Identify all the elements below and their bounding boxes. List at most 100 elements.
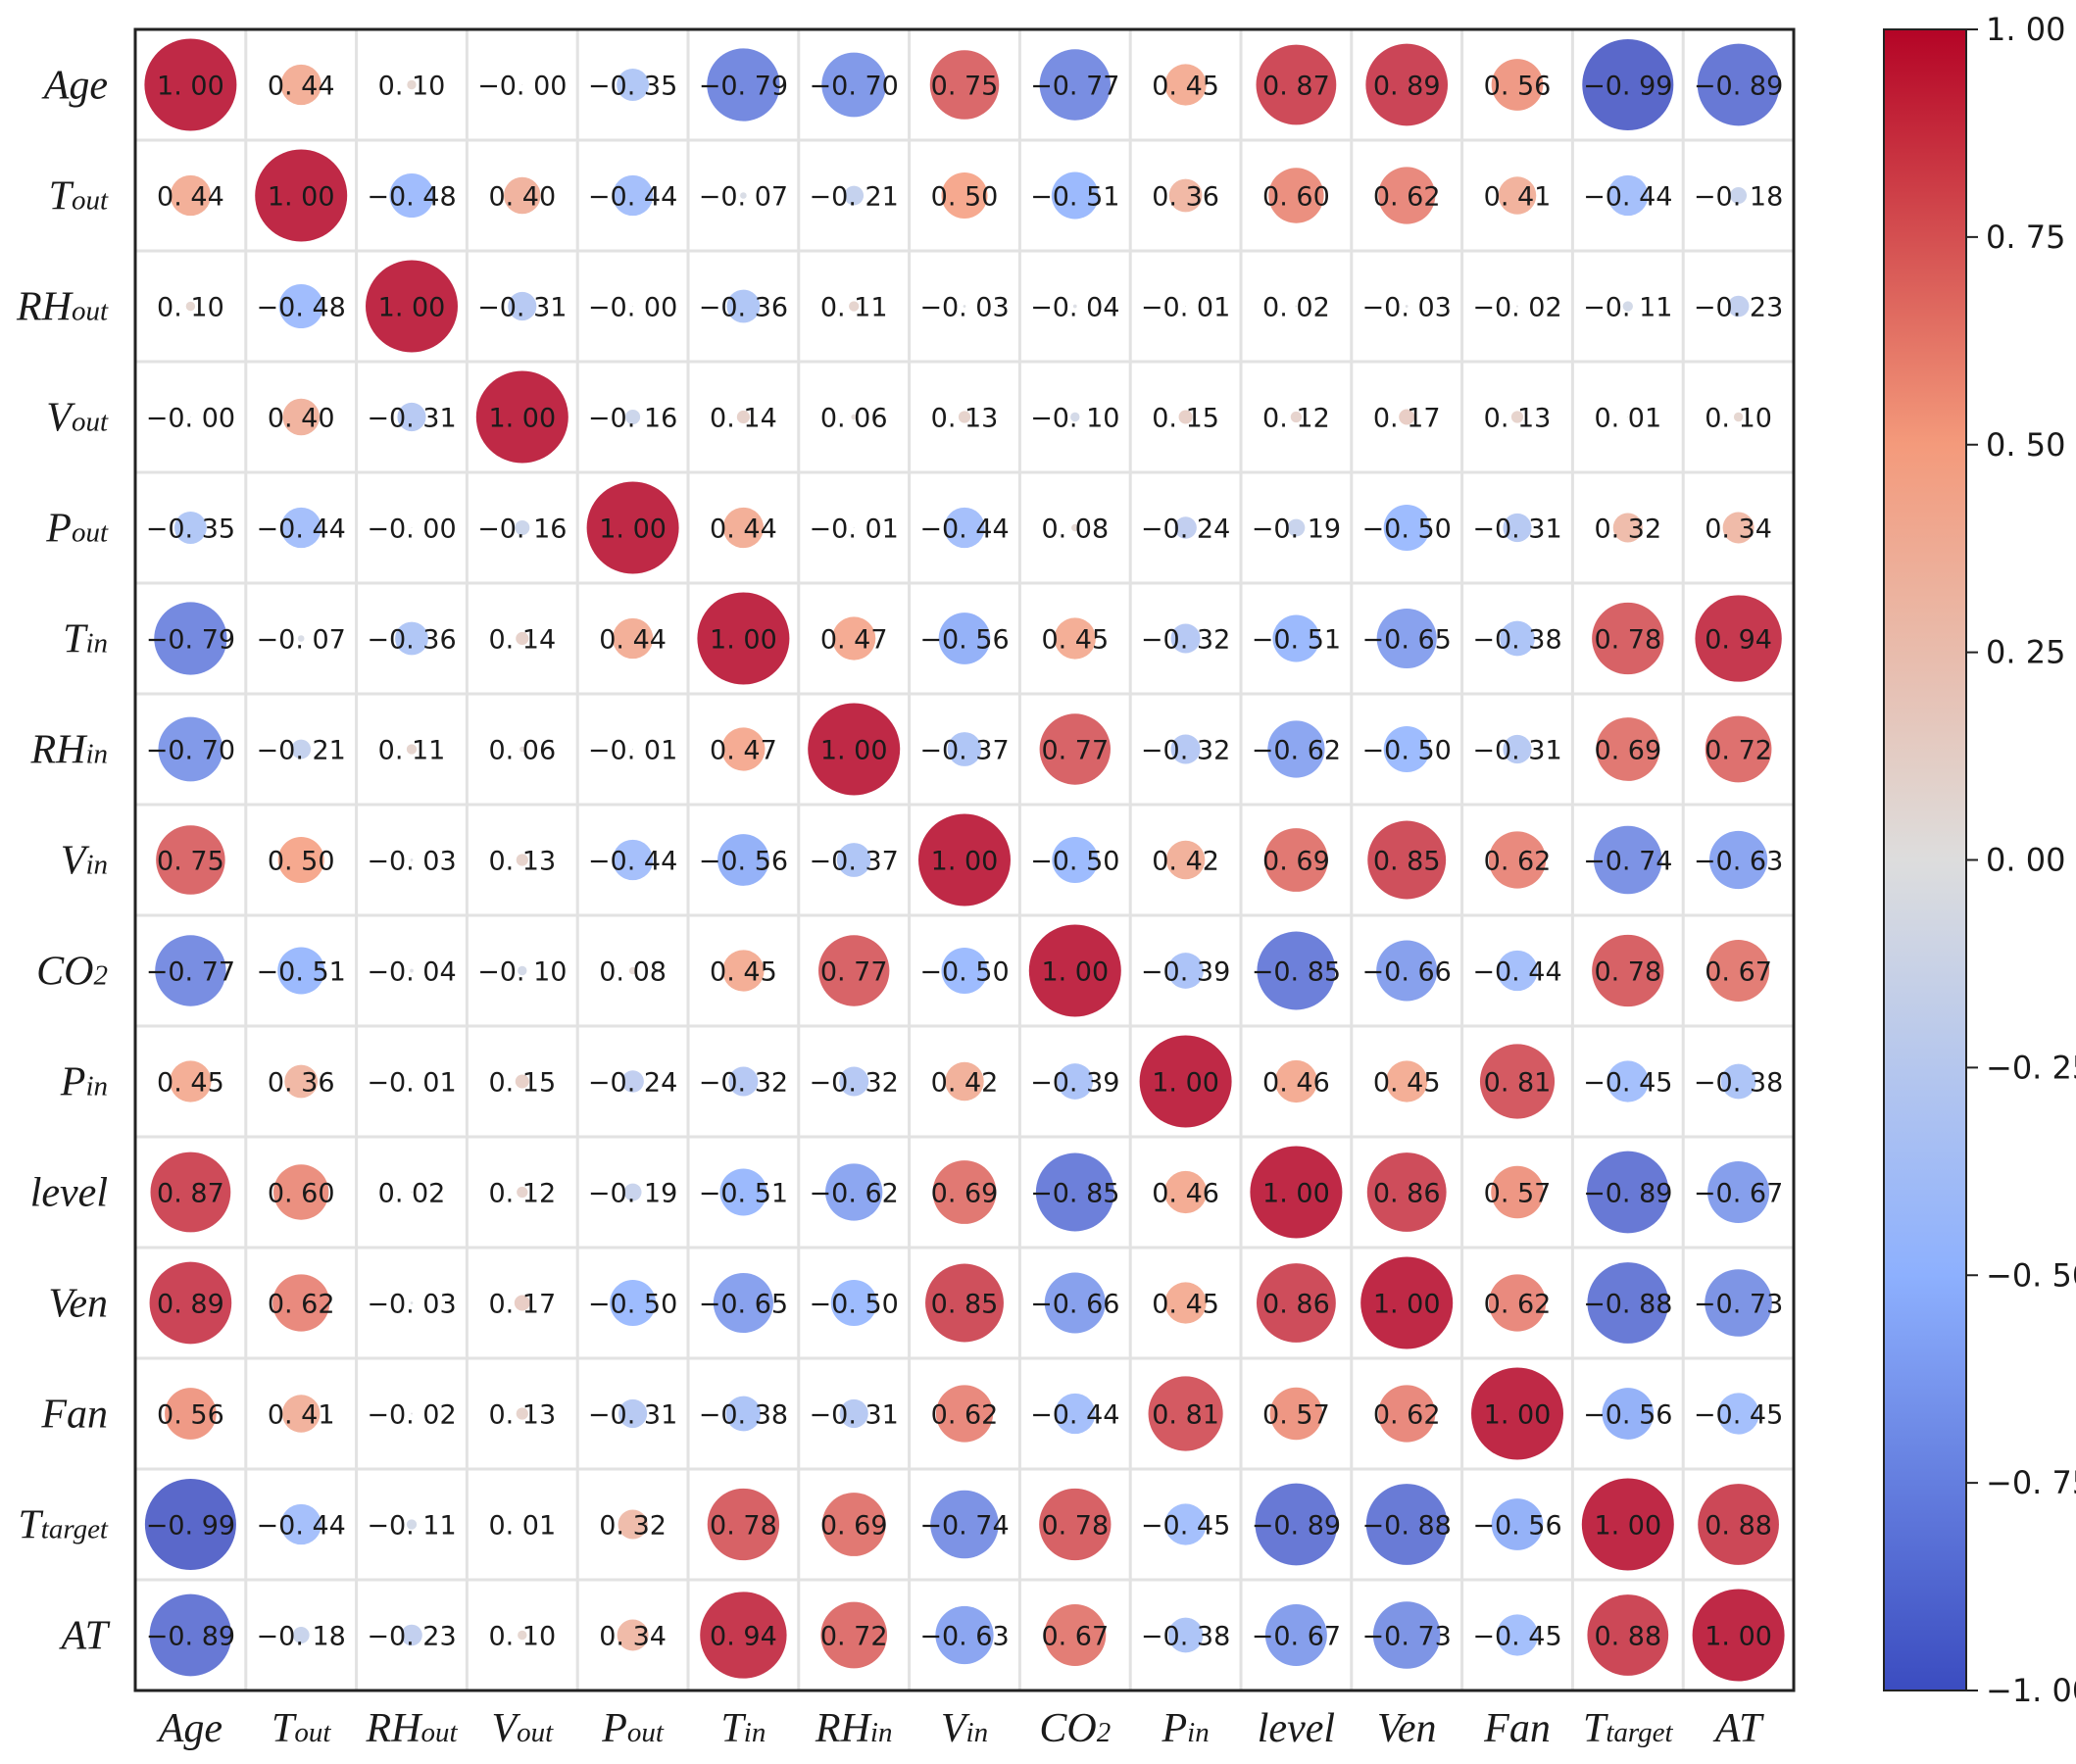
cell-value-label: 1. 00 <box>1041 957 1109 988</box>
cell-value-label: −0. 45 <box>1472 1622 1561 1652</box>
heatmap-cell: 0. 10 <box>1705 404 1772 434</box>
correlation-circle <box>1039 1488 1112 1561</box>
heatmap-cell: 0. 42 <box>931 1061 998 1102</box>
correlation-circle <box>1378 167 1436 224</box>
correlation-circle <box>821 52 887 118</box>
correlation-circle <box>929 50 1000 120</box>
correlation-circle <box>632 306 634 307</box>
colorbar-tick-label: −0. 25 <box>1986 1049 2076 1086</box>
correlation-circle <box>1178 410 1193 424</box>
correlation-circle <box>832 616 876 661</box>
cell-value-label: 0. 67 <box>1041 1622 1109 1652</box>
correlation-circle <box>1717 1393 1759 1435</box>
cell-value-label: −0. 73 <box>1362 1622 1452 1652</box>
heatmap-cell: −0. 31 <box>367 402 457 434</box>
heatmap-cell: 1. 00 <box>1581 1478 1674 1571</box>
cell-value-label: 0. 78 <box>1594 625 1661 656</box>
heatmap-cell: 0. 15 <box>1152 404 1219 434</box>
correlation-circle <box>621 1070 644 1093</box>
cell-value-label: 0. 85 <box>931 1290 999 1320</box>
correlation-circle <box>1264 1604 1327 1666</box>
correlation-circle <box>830 1280 877 1326</box>
correlation-circle <box>1267 720 1325 778</box>
correlation-circle <box>839 1398 868 1429</box>
cell-value-label: −0. 65 <box>1362 625 1452 656</box>
cell-value-label: −0. 31 <box>477 293 567 323</box>
cell-value-label: 0. 10 <box>488 1622 556 1652</box>
heatmap-cell: 0. 69 <box>931 1160 998 1224</box>
correlation-circle <box>1627 416 1629 417</box>
correlation-circle <box>1383 726 1430 772</box>
correlation-circle <box>150 1152 231 1233</box>
heatmap-cell: −0. 66 <box>1362 940 1452 1002</box>
correlation-circle <box>516 631 529 646</box>
cell-value-label: −0. 38 <box>699 1400 788 1431</box>
cell-value-label: 0. 62 <box>1373 182 1441 213</box>
cell-value-label: 0. 72 <box>820 1622 888 1652</box>
correlation-circle <box>272 1274 330 1332</box>
colorbar-tick-label: 1. 00 <box>1986 11 2065 48</box>
correlation-circle <box>521 1524 523 1525</box>
correlation-circle <box>1707 1161 1770 1223</box>
cell-value-label: 0. 02 <box>1262 293 1330 323</box>
heatmap-cell: −0. 00 <box>477 72 567 102</box>
correlation-circle <box>1607 174 1649 217</box>
heatmap-cell: −0. 44 <box>1472 950 1562 992</box>
heatmap-cell: −0. 70 <box>810 52 899 118</box>
cell-value-label: 0. 40 <box>488 182 556 213</box>
correlation-circle <box>1044 1272 1106 1334</box>
correlation-circle <box>165 1388 217 1440</box>
heatmap-cell: −0. 31 <box>1472 513 1562 545</box>
cell-value-label: 0. 08 <box>599 957 667 988</box>
correlation-circle <box>515 1074 529 1089</box>
heatmap-cell: 0. 45 <box>1373 1060 1441 1102</box>
cell-value-label: 0. 60 <box>1262 182 1330 213</box>
cell-value-label: −0. 10 <box>1030 404 1119 434</box>
heatmap-cell: 0. 62 <box>268 1274 335 1332</box>
heatmap-cell: −0. 89 <box>146 1593 235 1677</box>
correlation-circle <box>1072 304 1077 309</box>
cell-value-label: −0. 02 <box>1472 293 1561 323</box>
cell-value-label: −0. 66 <box>1362 957 1452 988</box>
correlation-circle <box>930 1490 999 1559</box>
cell-value-label: −0. 73 <box>1694 1290 1783 1320</box>
cell-value-label: −0. 07 <box>699 182 788 213</box>
heatmap-cell: −0. 03 <box>367 847 456 877</box>
correlation-circle <box>725 1396 762 1432</box>
cell-value-label: −0. 24 <box>1141 514 1230 545</box>
cell-value-label: −0. 03 <box>1362 293 1452 323</box>
correlation-circle <box>1054 617 1096 660</box>
heatmap-cell: 0. 44 <box>710 507 777 549</box>
cell-value-label: −0. 44 <box>257 1511 346 1542</box>
cell-value-label: −0. 67 <box>1252 1622 1341 1652</box>
correlation-circle <box>158 716 223 782</box>
correlation-circle <box>1039 49 1111 121</box>
heatmap-cell: 0. 50 <box>268 837 335 883</box>
y-axis-label: Tout <box>49 174 109 220</box>
correlation-circle <box>1491 1165 1544 1219</box>
cell-value-label: 0. 46 <box>1262 1068 1330 1099</box>
x-axis-label: Age <box>156 1706 222 1751</box>
correlation-circle <box>1287 518 1306 537</box>
heatmap-cell: −0. 21 <box>810 182 899 213</box>
cell-value-label: 0. 62 <box>931 1400 999 1431</box>
correlation-circle <box>1510 411 1524 423</box>
plot-frame <box>133 27 1796 1692</box>
correlation-circle <box>1471 1367 1563 1460</box>
cell-value-label: −0. 66 <box>1030 1290 1119 1320</box>
correlation-circle <box>277 947 325 995</box>
heatmap-cell: −0. 38 <box>1141 1617 1230 1653</box>
correlation-circle <box>1170 623 1201 654</box>
y-axis-label: Vout <box>46 396 109 441</box>
correlation-circle <box>1295 305 1298 308</box>
heatmap-cell: 0. 78 <box>1039 1488 1112 1561</box>
cell-value-label: −0. 04 <box>367 957 456 988</box>
heatmap-cell: −0. 77 <box>146 935 235 1006</box>
heatmap-cell: −0. 44 <box>257 507 346 549</box>
heatmap-cell: 0. 62 <box>1484 831 1551 889</box>
correlation-circle <box>410 1301 414 1304</box>
correlation-circle <box>1290 411 1303 423</box>
correlation-circle <box>947 732 982 766</box>
correlation-circle <box>410 968 414 973</box>
cell-value-label: 0. 13 <box>931 404 999 434</box>
